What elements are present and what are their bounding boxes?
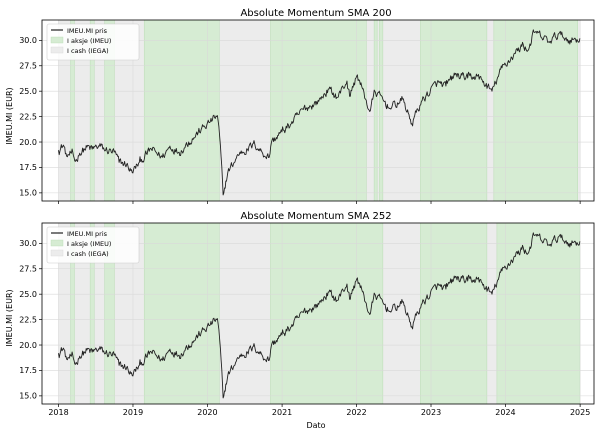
panel-sma-200: Absolute Momentum SMA 200 IMEU.MI (EUR) … [5,8,595,204]
panel-sma-252: Absolute Momentum SMA 252 IMEU.MI (EUR) … [5,211,595,417]
stock-period-band [270,223,383,404]
y-ticks: 15.0 17.5 20.0 22.5 25.0 27.5 30.0 [19,36,42,198]
x-tick-label: 2019 [123,408,143,417]
y-tick-label: 17.5 [19,366,37,375]
price-series [58,29,581,196]
y-tick-label: 20.0 [19,341,37,350]
legend: IMEU.MI pris I aksje (IMEU) I cash (IEGA… [46,226,140,264]
x-tick-label: 2025 [570,408,590,417]
y-tick-label: 15.0 [19,392,37,401]
legend-label-stock: I aksje (IMEU) [67,240,111,248]
stock-period-band [104,223,115,404]
y-tick-label: 17.5 [19,163,37,172]
panel-title: Absolute Momentum SMA 252 [240,211,391,222]
price-line [58,232,581,399]
x-tick-label: 2022 [346,408,366,417]
y-tick-label: 22.5 [19,315,37,324]
x-tick-label: 2023 [421,408,441,417]
x-ticks [58,201,581,204]
stock-period-band [90,20,95,201]
stock-period-band [144,20,220,201]
regime-bands [58,223,581,404]
y-tick-label: 30.0 [19,36,37,45]
plot-frame [41,19,595,202]
x-tick-label: 2021 [272,408,292,417]
y-tick-label: 27.5 [19,62,37,71]
stock-period-band [144,223,220,404]
legend-label-cash: I cash (IEGA) [67,250,109,258]
y-tick-label: 27.5 [19,265,37,274]
legend-box [46,23,140,61]
panel-title: Absolute Momentum SMA 200 [240,8,391,19]
x-tick-label: 2024 [495,408,515,417]
stock-period-band [70,20,75,201]
legend-label-stock: I aksje (IMEU) [67,37,111,45]
stock-period-band [420,223,487,404]
plot-frame [41,222,595,405]
stock-period-band [496,223,580,404]
legend-swatch-stock [50,36,64,44]
legend: IMEU.MI pris I aksje (IMEU) I cash (IEGA… [46,23,140,61]
legend-box [46,226,140,264]
y-tick-label: 15.0 [19,189,37,198]
y-tick-label: 20.0 [19,138,37,147]
x-tick-label: 2018 [48,408,68,417]
stock-period-band [90,223,95,404]
regime-bands [58,20,580,201]
legend-swatch-stock [50,239,64,247]
legend-label-cash: I cash (IEGA) [67,47,109,55]
legend-swatch-cash [50,46,64,54]
x-tick-label: 2020 [197,408,217,417]
legend-swatch-cash [50,249,64,257]
legend-label-price: IMEU.MI pris [67,27,108,35]
y-tick-label: 30.0 [19,239,37,248]
y-axis-label: IMEU.MI (EUR) [5,87,14,144]
legend-label-price: IMEU.MI pris [67,230,108,238]
y-tick-label: 25.0 [19,290,37,299]
stock-period-band [374,20,378,201]
y-tick-label: 25.0 [19,87,37,96]
stock-period-band [379,20,383,201]
stock-period-band [420,20,487,201]
stock-period-band [70,223,75,404]
stock-period-band [493,20,578,201]
y-axis-label: IMEU.MI (EUR) [5,289,14,346]
y-tick-label: 22.5 [19,112,37,121]
stock-period-band [104,20,115,201]
price-line [58,29,581,196]
y-ticks: 15.0 17.5 20.0 22.5 25.0 27.5 30.0 [19,239,42,401]
price-series [58,232,581,399]
x-axis-label: Dato [306,421,325,430]
stock-period-band [270,20,367,201]
x-ticks: 2018 2019 2020 2021 2022 2023 2024 2025 [48,404,590,417]
